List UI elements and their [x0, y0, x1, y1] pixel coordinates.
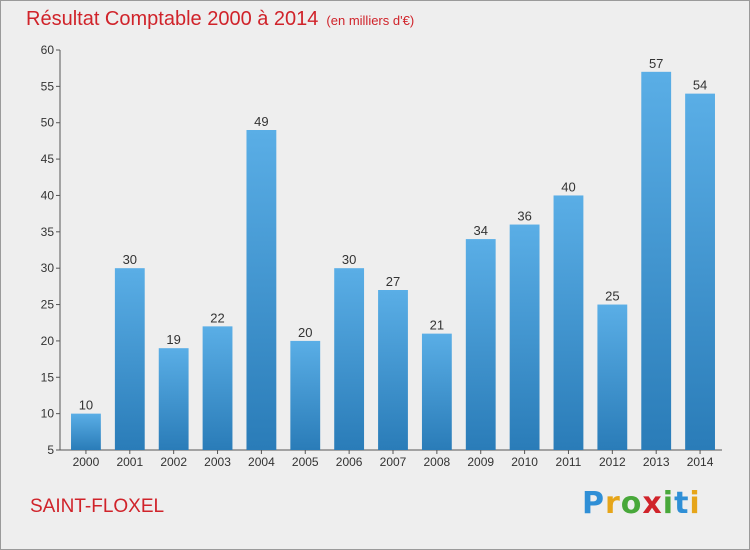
x-tick-label: 2003 [204, 455, 231, 469]
y-tick-label: 30 [41, 261, 55, 275]
y-tick-label: 60 [41, 43, 55, 57]
x-tick-label: 2007 [380, 455, 407, 469]
bar [158, 348, 189, 450]
y-tick-label: 5 [47, 443, 54, 457]
bar-value-label: 57 [649, 56, 663, 71]
value-labels: 10 30 19 22 49 20 30 27 21 34 36 40 25 57 54 [79, 56, 708, 413]
x-tick-label: 2006 [336, 455, 363, 469]
bar-value-label: 54 [693, 78, 707, 93]
bar-value-label: 30 [123, 252, 137, 267]
logo-letter: t [674, 486, 690, 521]
logo-letter: P [582, 486, 605, 521]
logo-letter: x [642, 486, 663, 521]
x-tick-label: 2011 [556, 455, 582, 469]
x-tick-label: 2010 [511, 455, 538, 469]
proxiti-logo[interactable]: Proxiti [582, 486, 701, 521]
bar [685, 93, 715, 451]
bar [71, 413, 101, 450]
y-tick-label: 20 [41, 334, 55, 348]
title-text: Résultat Comptable 2000 à 2014 [26, 8, 319, 30]
x-tick-label: 2008 [424, 455, 451, 469]
bar [465, 239, 496, 450]
bar [509, 224, 540, 450]
bar-value-label: 27 [386, 274, 400, 289]
bar-value-label: 34 [473, 223, 487, 238]
y-tick-label: 35 [41, 225, 55, 239]
axes: 5 10 15 20 25 30 35 40 45 50 55 60 2000 2001 2002 2003 2… [41, 43, 722, 469]
y-tick-label: 55 [41, 79, 55, 93]
bar [114, 268, 145, 450]
bar-value-label: 20 [298, 325, 312, 340]
chart-subtitle: (en milliers d'€) [326, 13, 415, 28]
x-tick-label: 2009 [467, 455, 494, 469]
bar [378, 290, 408, 450]
x-tick-label: 2014 [687, 455, 714, 469]
bar [202, 326, 233, 450]
bars [71, 71, 715, 451]
bar [641, 71, 672, 451]
bar-value-label: 19 [166, 332, 180, 347]
bar-value-label: 49 [254, 114, 268, 129]
y-tick-label: 50 [41, 116, 55, 130]
y-tick-label: 45 [41, 152, 55, 166]
bar-value-label: 10 [79, 398, 93, 413]
bar-value-label: 21 [430, 318, 444, 333]
bar [290, 340, 321, 450]
x-tick-label: 2000 [73, 455, 100, 469]
logo-letter: i [689, 486, 701, 521]
x-tick-label: 2013 [643, 455, 670, 469]
y-tick-label: 25 [41, 298, 55, 312]
bar-value-label: 30 [342, 252, 356, 267]
bar [553, 195, 584, 450]
bar-value-label: 36 [517, 209, 531, 224]
logo-letter: r [605, 486, 621, 521]
x-tick-label: 2004 [248, 455, 275, 469]
bar [597, 304, 628, 450]
logo-letter: o [620, 486, 643, 521]
commune-name: SAINT-FLOXEL [30, 496, 165, 517]
bar-value-label: 40 [561, 179, 575, 194]
bar-value-label: 22 [210, 310, 224, 325]
x-tick-label: 2002 [160, 455, 187, 469]
chart-title: Résultat Comptable 2000 à 2014 (en millie… [26, 8, 414, 31]
x-tick-label: 2001 [116, 455, 143, 469]
y-tick-label: 15 [41, 370, 55, 384]
bar [334, 268, 365, 450]
bar [421, 333, 452, 450]
bar [246, 130, 277, 450]
x-tick-label: 2005 [292, 455, 319, 469]
y-tick-label: 40 [41, 188, 55, 202]
x-tick-label: 2012 [599, 455, 626, 469]
y-tick-label: 10 [41, 407, 55, 421]
logo-letter: i [662, 486, 675, 521]
bar-value-label: 25 [605, 289, 619, 304]
